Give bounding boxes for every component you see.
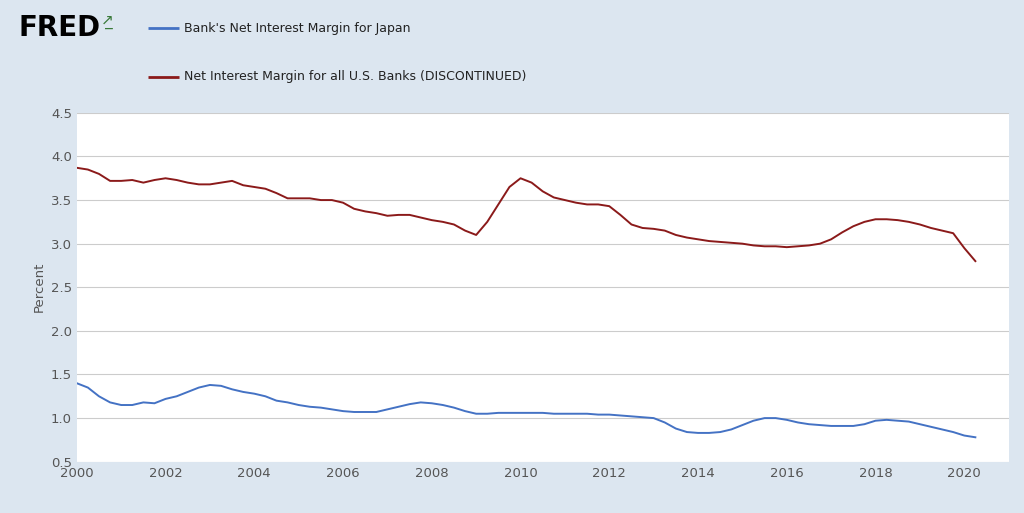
Text: Bank's Net Interest Margin for Japan: Bank's Net Interest Margin for Japan — [184, 22, 411, 35]
Y-axis label: Percent: Percent — [33, 262, 45, 312]
Text: FRED: FRED — [18, 13, 100, 42]
Text: Net Interest Margin for all U.S. Banks (DISCONTINUED): Net Interest Margin for all U.S. Banks (… — [184, 70, 526, 83]
Text: ↗̲: ↗̲ — [100, 13, 113, 29]
